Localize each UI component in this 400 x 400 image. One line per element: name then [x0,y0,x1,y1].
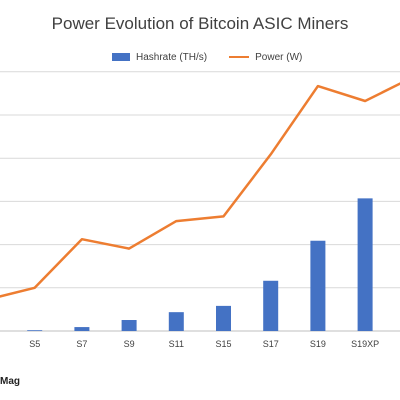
x-tick-label: S15 [215,339,231,349]
bar-hashrate [74,327,90,331]
legend-label-hashrate: Hashrate (TH/s) [136,51,208,63]
bar-hashrate [263,280,279,331]
footnote: Mag [0,376,20,387]
x-tick-label: S17 [263,339,279,349]
x-tick-label: S7 [76,339,87,349]
x-tick-label: S19 [310,339,326,349]
x-tick-label: S9 [124,339,135,349]
legend-swatch-hashrate [112,53,130,61]
bar-hashrate [168,312,184,331]
legend-label-power: Power (W) [255,51,303,63]
bar-hashrate [310,240,326,331]
bar-hashrate [216,305,231,331]
bar-hashrate [357,198,373,331]
bar-hashrate [121,320,137,331]
x-tick-label: S5 [29,339,40,349]
line-power [0,82,400,298]
x-tick-label: S19XP [351,339,379,349]
bar-hashrate [27,330,43,331]
x-tick-label: S11 [169,339,184,349]
legend-swatch-power [229,56,250,58]
chart-title: Power Evolution of Bitcoin ASIC Miners [51,14,349,33]
legend: Hashrate (TH/s) Power (W) [112,50,302,64]
